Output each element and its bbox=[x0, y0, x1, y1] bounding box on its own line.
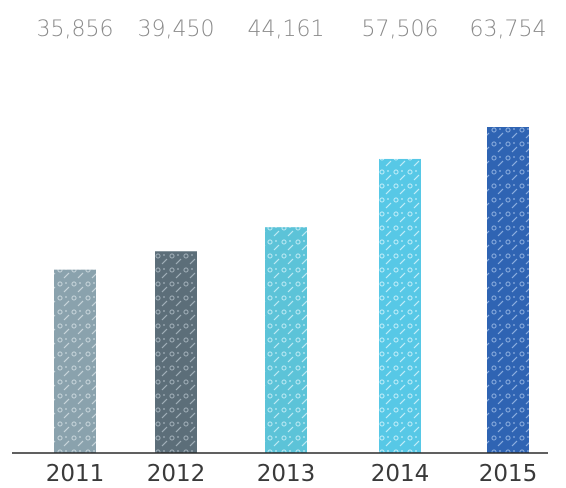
value-label-2012: 39,450 bbox=[138, 17, 215, 42]
value-label-2013: 44,161 bbox=[248, 17, 325, 42]
bar-2014 bbox=[379, 158, 421, 453]
bar-2015 bbox=[487, 127, 529, 453]
x-tick-label-2015: 2015 bbox=[479, 461, 538, 487]
x-tick-label-2013: 2013 bbox=[257, 461, 316, 487]
value-label-2015: 63,754 bbox=[470, 17, 547, 42]
x-tick-label-2011: 2011 bbox=[46, 461, 105, 487]
x-tick-label-2012: 2012 bbox=[147, 461, 206, 487]
value-labels: 35,856 39,450 44,161 57,506 63,754 bbox=[37, 17, 547, 42]
value-label-2014: 57,506 bbox=[362, 17, 439, 42]
bar-2012 bbox=[155, 251, 197, 453]
bars bbox=[54, 127, 529, 453]
value-label-2011: 35,856 bbox=[37, 17, 114, 42]
bar-2011 bbox=[54, 269, 96, 453]
x-axis-tick-labels: 2011 2012 2013 2014 2015 bbox=[46, 461, 538, 487]
x-tick-label-2014: 2014 bbox=[371, 461, 430, 487]
bar-2013 bbox=[265, 227, 307, 453]
